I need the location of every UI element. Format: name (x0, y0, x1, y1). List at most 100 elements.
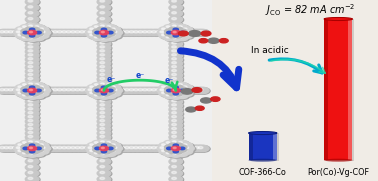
Circle shape (170, 107, 184, 113)
Circle shape (169, 98, 183, 105)
Circle shape (178, 141, 189, 147)
Circle shape (8, 146, 13, 149)
Circle shape (192, 29, 205, 36)
Circle shape (191, 31, 195, 33)
Circle shape (51, 88, 65, 94)
Circle shape (88, 143, 101, 149)
Circle shape (93, 148, 101, 152)
Circle shape (80, 89, 84, 91)
Circle shape (185, 89, 189, 91)
Circle shape (126, 145, 140, 152)
Circle shape (120, 89, 125, 91)
Circle shape (166, 94, 170, 96)
Circle shape (101, 150, 107, 153)
Circle shape (181, 27, 193, 33)
Circle shape (172, 12, 177, 14)
Circle shape (73, 146, 87, 152)
Circle shape (48, 31, 53, 33)
Circle shape (82, 146, 96, 152)
Circle shape (100, 46, 105, 48)
Circle shape (77, 145, 90, 152)
Circle shape (91, 35, 104, 41)
Circle shape (99, 36, 112, 42)
Circle shape (158, 87, 171, 94)
Circle shape (149, 145, 162, 152)
Circle shape (28, 18, 33, 20)
Circle shape (161, 150, 165, 152)
Circle shape (187, 31, 192, 33)
Circle shape (31, 92, 39, 96)
Circle shape (37, 33, 49, 39)
Circle shape (78, 146, 91, 152)
Circle shape (88, 31, 92, 33)
Circle shape (1, 145, 15, 152)
Circle shape (46, 87, 59, 94)
Circle shape (40, 146, 52, 152)
Circle shape (26, 65, 40, 71)
Circle shape (182, 149, 194, 155)
Circle shape (178, 32, 187, 36)
Circle shape (29, 28, 35, 31)
Circle shape (100, 58, 105, 60)
Circle shape (189, 146, 203, 152)
Circle shape (40, 86, 43, 88)
Circle shape (181, 33, 193, 39)
Circle shape (211, 97, 220, 101)
Circle shape (98, 17, 112, 23)
Circle shape (26, 69, 40, 75)
Circle shape (46, 145, 59, 152)
Circle shape (106, 25, 118, 31)
Circle shape (147, 31, 152, 33)
Circle shape (15, 146, 27, 152)
Circle shape (26, 95, 40, 102)
Circle shape (170, 0, 184, 6)
Circle shape (193, 88, 206, 94)
Circle shape (59, 87, 73, 94)
Circle shape (152, 89, 156, 91)
Text: In acidic: In acidic (251, 46, 289, 55)
Circle shape (150, 146, 163, 152)
Circle shape (26, 140, 38, 145)
Circle shape (50, 87, 64, 94)
Circle shape (171, 88, 180, 93)
Circle shape (29, 34, 35, 37)
Circle shape (201, 31, 211, 36)
Circle shape (2, 30, 16, 36)
Circle shape (93, 141, 105, 147)
Circle shape (36, 89, 41, 92)
Circle shape (88, 33, 101, 39)
Circle shape (94, 142, 98, 143)
Circle shape (169, 64, 183, 71)
Circle shape (98, 115, 112, 121)
Circle shape (28, 152, 40, 158)
Circle shape (133, 146, 138, 149)
Circle shape (25, 64, 39, 71)
Circle shape (144, 145, 158, 152)
Circle shape (23, 26, 26, 28)
Circle shape (113, 89, 117, 91)
Circle shape (41, 87, 55, 94)
Circle shape (28, 24, 40, 30)
Circle shape (97, 45, 111, 51)
Circle shape (170, 82, 182, 87)
Circle shape (187, 89, 192, 91)
Circle shape (69, 30, 82, 36)
Circle shape (28, 165, 33, 168)
Circle shape (129, 89, 134, 91)
Text: Por(Co)-Vg-COF: Por(Co)-Vg-COF (307, 168, 369, 177)
Circle shape (98, 131, 112, 137)
Circle shape (131, 87, 144, 94)
Circle shape (170, 99, 184, 106)
Circle shape (90, 86, 93, 88)
Circle shape (181, 89, 193, 94)
Circle shape (37, 87, 50, 94)
Circle shape (176, 82, 188, 88)
Circle shape (107, 36, 111, 38)
Circle shape (161, 144, 165, 146)
Ellipse shape (324, 18, 353, 20)
Circle shape (97, 0, 111, 5)
Circle shape (170, 119, 184, 125)
FancyBboxPatch shape (249, 133, 277, 160)
Circle shape (28, 177, 33, 180)
Circle shape (160, 91, 172, 97)
